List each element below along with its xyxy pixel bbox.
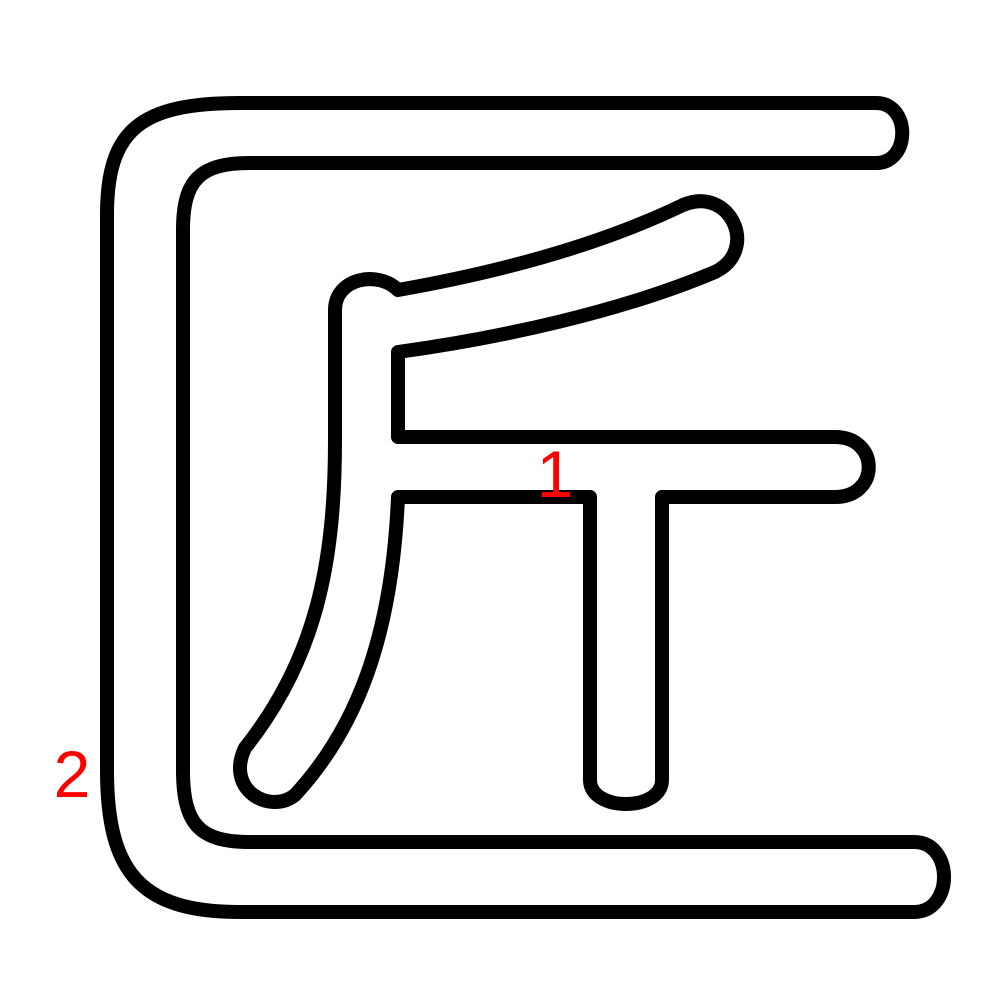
stroke-number-2: 2 [54,737,91,811]
stroke-number-1: 1 [537,437,574,511]
jin-component-stroke [233,194,876,811]
enclosure-frame-stroke [100,96,951,919]
